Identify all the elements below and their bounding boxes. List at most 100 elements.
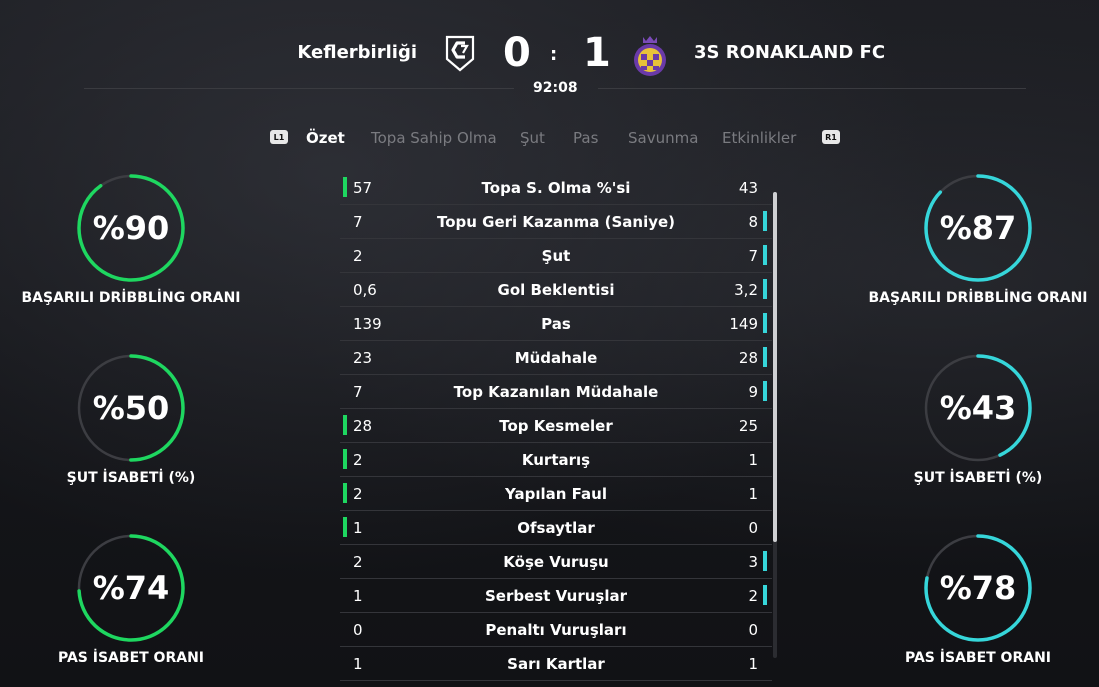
table-row: 7 Top Kazanılan Müdahale 9	[340, 375, 772, 409]
away-stat-value: 28	[738, 349, 758, 367]
away-shot-accuracy-label: ŞUT İSABETİ (%)	[913, 470, 1043, 486]
stat-name: Şut	[541, 247, 571, 265]
home-shot-accuracy-label: ŞUT İSABETİ (%)	[66, 470, 196, 486]
home-leader-bar	[343, 449, 347, 469]
away-pass-accuracy-label: PAS İSABET ORANI	[905, 650, 1051, 666]
home-stat-value: 0	[353, 621, 363, 639]
stats-table[interactable]: 57 Topa S. Olma %'si 43 7 Topu Geri Kazanma …	[340, 171, 772, 687]
table-row: 1 Serbest Vuruşlar 2	[340, 579, 772, 613]
stat-name: Kurtarış	[521, 451, 591, 469]
table-row: 139 Pas 149	[340, 307, 772, 341]
away-score: 1	[583, 30, 611, 76]
table-row: 2 Şut 7	[340, 239, 772, 273]
away-stat-value: 25	[738, 417, 758, 435]
ring-progress-arc	[77, 174, 185, 282]
away-dribbling-ring: %87	[924, 174, 1032, 282]
away-stat-value: 0	[748, 519, 758, 537]
home-leader-bar	[343, 177, 347, 197]
home-stat-value: 139	[353, 315, 382, 333]
stats-scrollbar[interactable]	[773, 192, 777, 658]
stat-name: Top Kazanılan Müdahale	[453, 383, 659, 401]
stat-name: Sarı Kartlar	[507, 655, 605, 673]
stat-name: Topa S. Olma %'si	[481, 179, 631, 197]
ring-progress-arc	[77, 534, 185, 642]
row-divider	[340, 204, 772, 205]
row-divider	[340, 646, 772, 647]
stat-name: Penaltı Vuruşları	[485, 621, 627, 639]
home-shot-accuracy-ring: %50	[77, 354, 185, 462]
away-leader-bar	[763, 279, 767, 299]
divider-left	[84, 88, 514, 89]
home-pass-accuracy-ring: %74	[77, 534, 185, 642]
ring-value: %78	[939, 569, 1017, 607]
home-stat-value: 23	[353, 349, 373, 367]
home-stat-value: 1	[353, 655, 363, 673]
ring-gauge	[924, 534, 1032, 642]
home-stat-value: 2	[353, 553, 363, 571]
row-divider	[340, 306, 772, 307]
ring-gauge	[77, 534, 185, 642]
ring-value: %74	[92, 569, 170, 607]
home-stat-value: 7	[353, 383, 363, 401]
tab-sut[interactable]: Şut	[520, 129, 545, 147]
l1-button-icon[interactable]: L1	[270, 130, 288, 144]
away-leader-bar	[763, 211, 767, 231]
home-stat-value: 2	[353, 247, 363, 265]
stat-name: Top Kesmeler	[499, 417, 613, 435]
ring-progress-arc	[924, 354, 1032, 462]
tab-pas[interactable]: Pas	[573, 129, 599, 147]
row-divider	[340, 238, 772, 239]
table-row: 28 Top Kesmeler 25	[340, 409, 772, 443]
home-pass-accuracy-label: PAS İSABET ORANI	[58, 650, 204, 666]
row-divider	[340, 544, 772, 545]
away-stat-value: 1	[748, 451, 758, 469]
home-stat-value: 7	[353, 213, 363, 231]
away-stat-value: 1	[748, 655, 758, 673]
stat-name: Yapılan Faul	[505, 485, 607, 503]
tab-ozet[interactable]: Özet	[306, 129, 345, 147]
home-stat-value: 0,6	[353, 281, 377, 299]
away-leader-bar	[763, 347, 767, 367]
row-divider	[340, 272, 772, 273]
r1-button-icon[interactable]: R1	[822, 130, 840, 144]
away-stat-value: 9	[748, 383, 758, 401]
stat-name: Pas	[541, 315, 571, 333]
away-stat-value: 43	[738, 179, 758, 197]
home-stat-value: 2	[353, 485, 363, 503]
table-row: 2 Yapılan Faul 1	[340, 477, 772, 511]
tab-savunma[interactable]: Savunma	[628, 129, 699, 147]
away-leader-bar	[763, 381, 767, 401]
row-divider	[340, 510, 772, 511]
ring-value: %50	[92, 389, 170, 427]
away-leader-bar	[763, 313, 767, 333]
table-row: 7 Topu Geri Kazanma (Saniye) 8	[340, 205, 772, 239]
stat-name: Köşe Vuruşu	[503, 553, 609, 571]
ring-value: %90	[92, 209, 170, 247]
table-row: 23 Müdahale 28	[340, 341, 772, 375]
row-divider	[340, 476, 772, 477]
home-stat-value: 1	[353, 587, 363, 605]
table-row: 0,6 Gol Beklentisi 3,2	[340, 273, 772, 307]
home-stat-value: 2	[353, 451, 363, 469]
away-team-name: 3S RONAKLAND FC	[694, 42, 886, 63]
home-leader-bar	[343, 517, 347, 537]
table-row: 2 Kurtarış 1	[340, 443, 772, 477]
stat-name: Topu Geri Kazanma (Saniye)	[436, 213, 676, 231]
ring-gauge	[924, 354, 1032, 462]
away-pass-accuracy-ring: %78	[924, 534, 1032, 642]
home-stat-value: 57	[353, 179, 373, 197]
tab-topa-sahip-olma[interactable]: Topa Sahip Olma	[371, 129, 497, 147]
table-row: 57 Topa S. Olma %'si 43	[340, 171, 772, 205]
tab-etkinlikler[interactable]: Etkinlikler	[722, 129, 797, 147]
row-divider	[340, 612, 772, 613]
away-leader-bar	[763, 245, 767, 265]
table-row: 2 Köşe Vuruşu 3	[340, 545, 772, 579]
scrollbar-thumb[interactable]	[773, 192, 777, 542]
away-stat-value: 149	[729, 315, 758, 333]
row-divider	[340, 442, 772, 443]
table-row: 1 Sarı Kartlar 1	[340, 647, 772, 681]
row-divider	[340, 408, 772, 409]
stat-name: Ofsaytlar	[517, 519, 595, 537]
stat-name: Müdahale	[514, 349, 598, 367]
